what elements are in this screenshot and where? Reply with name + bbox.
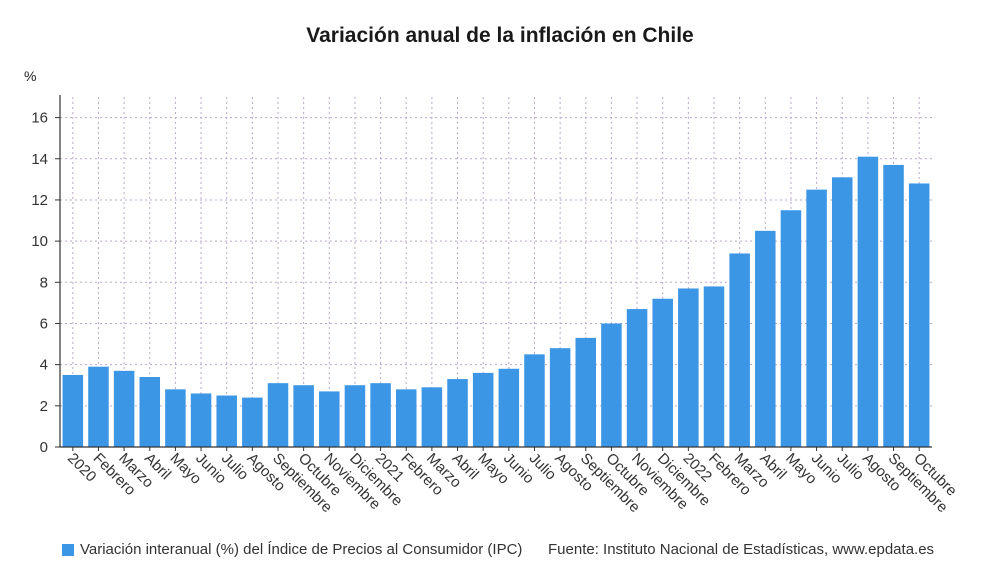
bar: [472, 372, 494, 447]
bar: [139, 377, 161, 447]
bar: [447, 379, 468, 447]
y-tick-label: 16: [31, 110, 48, 127]
bar: [395, 389, 417, 447]
source-note: Fuente: Instituto Nacional de Estadístic…: [548, 541, 935, 558]
bar: [831, 177, 853, 447]
y-tick-label: 10: [31, 233, 48, 250]
bar: [806, 189, 827, 447]
legend-swatch: [62, 543, 74, 556]
bar: [113, 370, 135, 447]
legend-label: Variación interanual (%) del Índice de P…: [80, 541, 523, 558]
chart-title: Variación anual de la inflación en Chile: [306, 24, 694, 47]
bars: [62, 156, 930, 448]
x-tick-labels: 2020FebreroMarzoAbrilMayoJunioJulioAgost…: [64, 450, 960, 516]
bar: [267, 383, 289, 447]
bar: [421, 387, 443, 447]
legend: Variación interanual (%) del Índice de P…: [62, 541, 522, 558]
y-tick-labels: 0 2 4 6 8 10 12 14 16: [31, 110, 48, 456]
y-tick-label: 4: [40, 357, 48, 374]
bar: [652, 298, 673, 447]
y-tick-label: 12: [31, 192, 48, 209]
bar: [319, 391, 340, 447]
bar: [678, 288, 699, 447]
bar: [62, 374, 84, 447]
bar: [601, 323, 622, 447]
bar: [703, 286, 725, 447]
bar: [293, 385, 314, 447]
x-tick-label: 2020: [64, 450, 100, 486]
bar: [242, 397, 263, 447]
bar: [498, 368, 520, 447]
bar: [190, 393, 212, 447]
bar: [370, 383, 391, 447]
bar: [524, 354, 545, 447]
bar: [575, 337, 597, 447]
bar: [780, 210, 802, 447]
bar: [216, 395, 237, 447]
bar: [165, 389, 186, 447]
bar: [908, 183, 930, 447]
y-tick-label: 14: [31, 151, 48, 168]
bar: [857, 156, 879, 448]
bar: [88, 366, 109, 447]
y-tick-label: 6: [40, 315, 48, 332]
axes: [55, 95, 932, 451]
y-axis-unit-label: %: [24, 68, 37, 84]
y-tick-label: 2: [40, 398, 48, 415]
bar: [344, 385, 366, 447]
bar: [755, 230, 776, 447]
y-tick-label: 0: [40, 439, 48, 456]
bar: [626, 309, 648, 447]
bar: [883, 164, 904, 448]
bar: [549, 348, 571, 447]
bar: [729, 253, 750, 447]
y-tick-label: 8: [40, 274, 48, 291]
